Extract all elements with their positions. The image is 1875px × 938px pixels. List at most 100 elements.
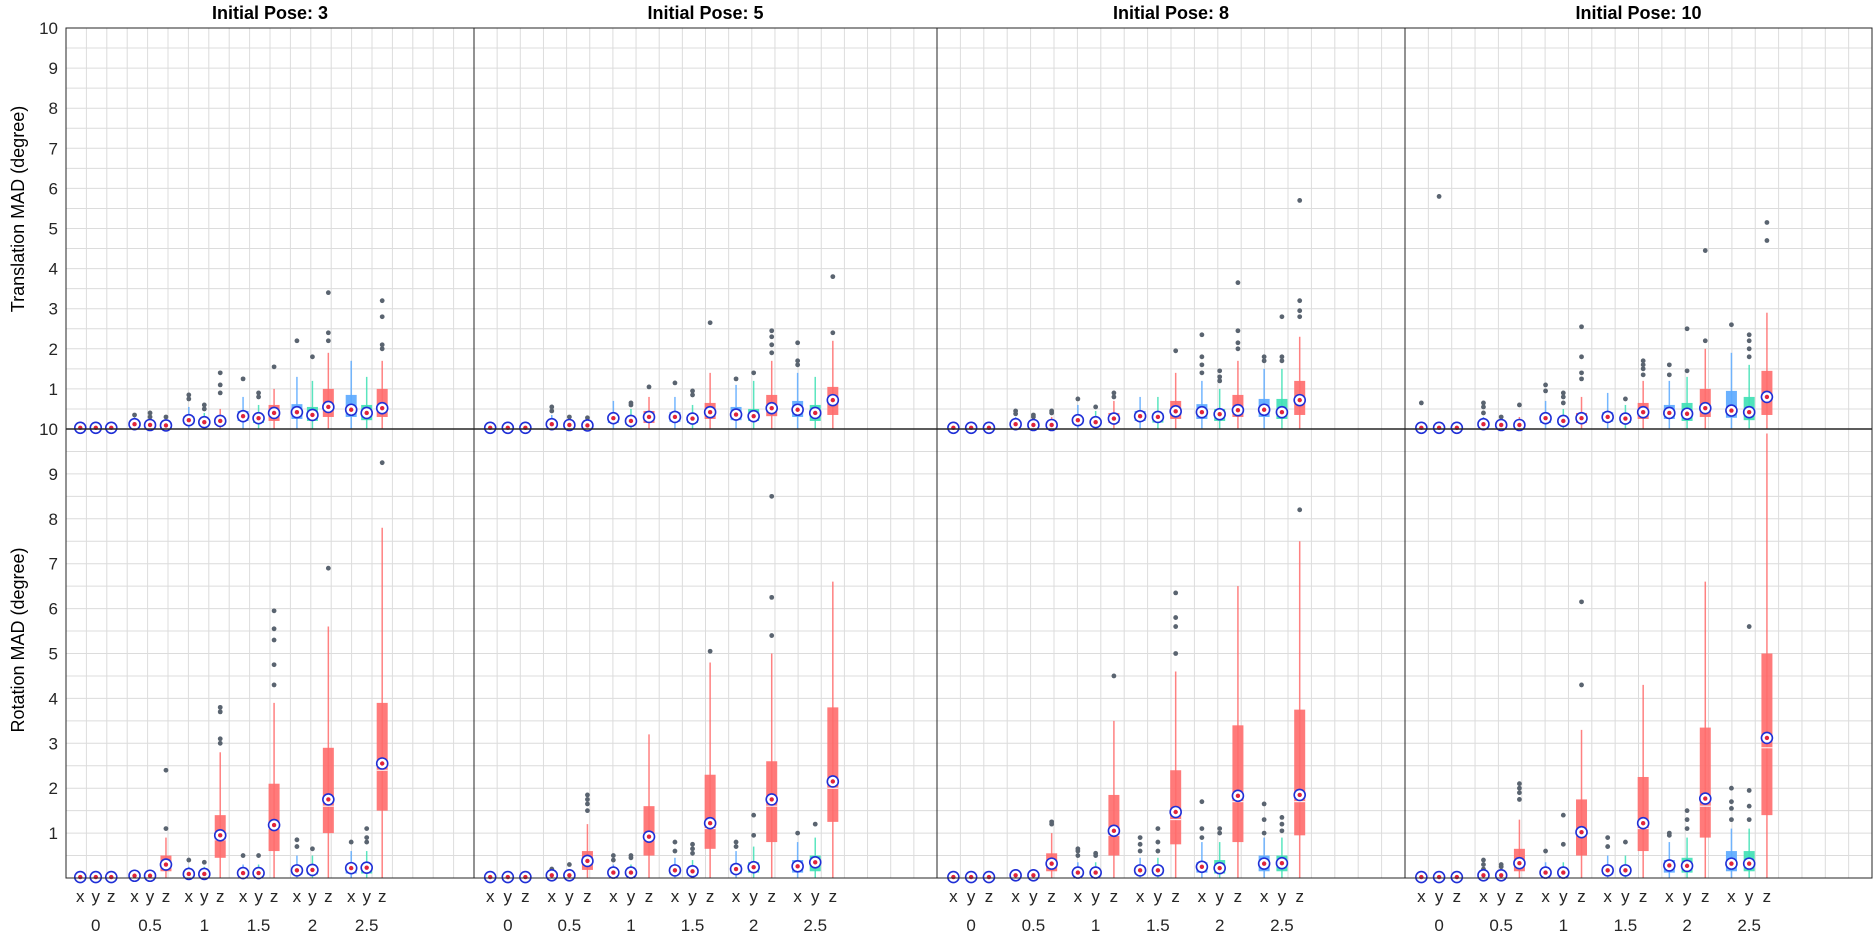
x-tick-axis-label: x xyxy=(1074,887,1083,906)
outlier-point xyxy=(1605,835,1611,840)
outlier-point xyxy=(379,346,385,352)
x-tick-axis-label: x xyxy=(1603,887,1612,906)
outlier-point xyxy=(1217,830,1223,836)
mean-marker-dot xyxy=(78,874,83,880)
mean-marker-dot xyxy=(707,821,713,826)
outlier-point xyxy=(646,384,652,390)
x-tick-axis-label: z xyxy=(1763,887,1772,906)
outlier-point xyxy=(271,662,277,668)
panel-title: Initial Pose: 10 xyxy=(1575,3,1701,23)
x-tick-group-label: 0.5 xyxy=(1022,916,1046,935)
outlier-point xyxy=(1579,376,1584,382)
x-tick-axis-label: x xyxy=(293,887,302,906)
mean-marker-dot xyxy=(1746,409,1752,415)
x-tick-axis-label: z xyxy=(1234,887,1243,906)
mean-marker-dot xyxy=(1454,874,1460,880)
outlier-point xyxy=(1279,828,1285,834)
mean-marker-dot xyxy=(1703,796,1708,801)
outlier-point xyxy=(325,565,331,571)
panel-title: Initial Pose: 5 xyxy=(647,3,763,23)
outlier-point xyxy=(795,362,801,368)
mean-marker-dot xyxy=(751,865,756,870)
x-tick-group-label: 0.5 xyxy=(558,916,582,935)
outlier-point xyxy=(1481,404,1486,410)
mean-marker-dot xyxy=(1499,422,1504,428)
mean-marker-dot xyxy=(690,416,695,421)
mean-marker-dot xyxy=(1605,414,1610,420)
x-tick-group-label: 0 xyxy=(503,916,512,935)
x-tick-axis-label: y xyxy=(1154,887,1163,906)
mean-marker-dot xyxy=(364,410,369,416)
mean-marker-dot xyxy=(567,422,572,428)
x-tick-group-label: 1.5 xyxy=(1146,916,1170,935)
x-tick-axis-label: y xyxy=(1497,887,1506,906)
outlier-point xyxy=(201,402,207,408)
outlier-point xyxy=(690,392,695,398)
mean-marker-dot xyxy=(672,868,678,873)
mean-marker-dot xyxy=(488,874,493,880)
outlier-point xyxy=(1173,651,1179,656)
outlier-point xyxy=(733,844,739,849)
outlier-point xyxy=(379,314,385,320)
outlier-point xyxy=(1560,812,1566,818)
outlier-point xyxy=(795,830,801,836)
mean-marker-dot xyxy=(1297,397,1302,403)
mean-marker-dot xyxy=(1217,865,1222,871)
outlier-point xyxy=(1560,390,1566,396)
outlier-point xyxy=(201,859,207,865)
x-tick-axis-label: x xyxy=(1260,887,1269,906)
mean-marker-dot xyxy=(1075,870,1081,875)
box-iqr xyxy=(704,774,716,849)
x-tick-group-label: 1.5 xyxy=(1614,916,1638,935)
x-tick-axis-label: x xyxy=(793,887,802,906)
x-tick-group-label: 0 xyxy=(966,916,975,935)
outlier-point xyxy=(163,767,169,773)
x-tick-axis-label: y xyxy=(565,887,574,906)
mean-marker-dot xyxy=(310,412,315,418)
x-tick-axis-label: x xyxy=(76,887,85,906)
x-tick-axis-label: z xyxy=(645,887,654,906)
mean-marker-dot xyxy=(549,421,554,427)
x-tick-axis-label: y xyxy=(1621,887,1630,906)
outlier-point xyxy=(1075,853,1081,858)
outlier-point xyxy=(1666,830,1672,836)
x-tick-axis-label: x xyxy=(609,887,618,906)
outlier-point xyxy=(1217,378,1223,384)
mean-marker-dot xyxy=(1173,809,1178,815)
outlier-point xyxy=(1560,400,1566,406)
outlier-point xyxy=(256,853,261,858)
box-iqr xyxy=(1699,727,1711,838)
outlier-point xyxy=(585,808,590,814)
mean-marker-dot xyxy=(795,864,800,869)
mean-marker-dot xyxy=(951,874,956,880)
x-tick-axis-label: x xyxy=(1417,887,1426,906)
outlier-point xyxy=(294,837,300,843)
outlier-point xyxy=(690,388,695,394)
x-tick-group-label: 0 xyxy=(91,916,100,935)
mean-marker-dot xyxy=(294,409,300,415)
x-tick-axis-label: x xyxy=(1541,887,1550,906)
mean-marker-dot xyxy=(505,874,510,880)
outlier-point xyxy=(1199,332,1205,338)
outlier-point xyxy=(1746,338,1752,344)
mean-marker-dot xyxy=(1481,421,1486,427)
outlier-point xyxy=(163,414,169,420)
outlier-point xyxy=(795,340,801,346)
outlier-point xyxy=(1137,848,1143,854)
mean-marker-dot xyxy=(813,410,818,416)
x-tick-axis-label: y xyxy=(688,887,697,906)
outlier-point xyxy=(1481,400,1486,406)
x-tick-axis-label: z xyxy=(270,887,279,906)
x-tick-group-label: 0.5 xyxy=(138,916,162,935)
outlier-point xyxy=(1684,817,1690,823)
x-tick-axis-label: x xyxy=(548,887,557,906)
outlier-point xyxy=(1517,785,1522,791)
x-tick-axis-label: x xyxy=(732,887,741,906)
outlier-point xyxy=(1623,839,1628,845)
outlier-point xyxy=(690,841,695,847)
outlier-point xyxy=(1579,324,1584,330)
outlier-point xyxy=(1173,348,1179,354)
x-tick-axis-label: y xyxy=(1745,887,1754,906)
y-tick-label: 4 xyxy=(49,260,58,279)
outlier-point xyxy=(1031,412,1036,418)
